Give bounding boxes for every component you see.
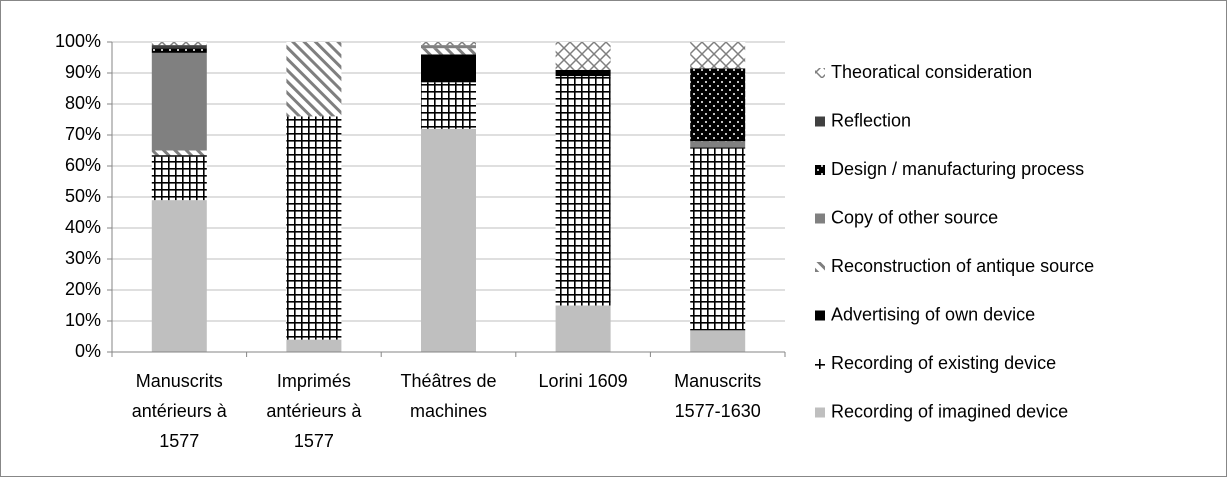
x-tick-label: Théâtres de machines (400, 371, 496, 421)
legend-label: Reflection (831, 110, 911, 130)
bar-segment (286, 339, 342, 352)
bar-segment (690, 141, 746, 148)
bar-segment (555, 76, 611, 306)
bar-segment (151, 45, 207, 49)
legend-swatch (815, 359, 825, 369)
x-tick-label: Manuscrits antérieurs à 1577 (132, 371, 228, 451)
bar-segment (421, 45, 476, 49)
y-tick-label: 0% (75, 341, 101, 361)
y-tick-label: 10% (65, 310, 101, 330)
bar-segment (690, 147, 746, 331)
y-tick-label: 50% (65, 186, 101, 206)
bar-segment (690, 42, 746, 69)
bar-segment (151, 156, 207, 201)
bar-segment (151, 48, 207, 53)
bar-segment (421, 128, 476, 352)
bar-segment (151, 42, 207, 46)
legend-swatch (815, 68, 825, 78)
y-tick-label: 100% (55, 31, 101, 51)
bar-segment (555, 305, 611, 352)
bar-segment (151, 155, 207, 157)
legend-swatch (815, 262, 825, 272)
y-tick-label: 70% (65, 124, 101, 144)
y-tick-label: 20% (65, 279, 101, 299)
legend-label: Design / manufacturing process (831, 159, 1084, 179)
x-tick-label: Manuscrits 1577-1630 (674, 371, 761, 421)
legend-label: Recording of existing device (831, 353, 1056, 373)
legend-label: Reconstruction of antique source (831, 256, 1094, 276)
x-tick-label: Imprimés antérieurs à 1577 (266, 371, 362, 451)
legend-swatch (815, 213, 825, 224)
legend-swatch (815, 116, 825, 127)
bar-segment (555, 42, 611, 70)
y-tick-label: 30% (65, 248, 101, 268)
legend-label: Theoratical consideration (831, 62, 1032, 82)
y-tick-label: 90% (65, 62, 101, 82)
x-tick-label: Lorini 1609 (539, 371, 628, 391)
legend-label: Recording of imagined device (831, 401, 1068, 421)
bar-segment (421, 82, 476, 129)
bar-segment (151, 150, 207, 156)
legend-swatch (815, 165, 825, 175)
bar-segment (690, 68, 746, 142)
legend-swatch (815, 407, 825, 418)
legend-swatch (815, 310, 825, 321)
bar-segment (151, 200, 207, 352)
bar-segment (286, 116, 342, 340)
y-tick-label: 80% (65, 93, 101, 113)
y-tick-label: 60% (65, 155, 101, 175)
bar-segment (151, 52, 207, 151)
bar-segment (690, 330, 746, 352)
legend-label: Copy of other source (831, 207, 998, 227)
y-tick-label: 40% (65, 217, 101, 237)
bar-segment (421, 54, 476, 83)
bar-segment (286, 42, 342, 117)
bar-segment (421, 48, 476, 55)
bar-segment (555, 69, 611, 77)
legend-label: Advertising of own device (831, 304, 1035, 324)
bar-segment (421, 42, 476, 46)
